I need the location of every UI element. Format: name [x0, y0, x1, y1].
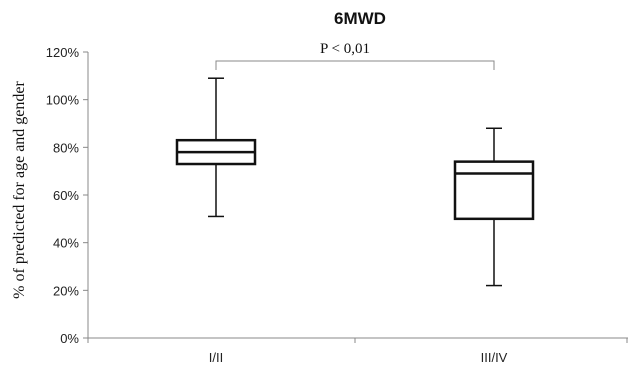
y-tick-label: 100% — [46, 93, 80, 108]
y-tick-label: 40% — [53, 236, 79, 251]
y-tick-label: 120% — [46, 45, 80, 60]
x-category-label: I/II — [209, 350, 223, 365]
iqr-box — [453, 160, 535, 221]
annotation-label-bg — [303, 38, 387, 60]
annotation-bracket — [215, 60, 495, 70]
boxes — [175, 77, 535, 287]
x-categories: I/II III/IV — [209, 350, 508, 365]
chart-title: 6MWD — [334, 9, 386, 28]
y-axis-label: % of predicted for age and gender — [11, 80, 28, 298]
x-category-label: III/IV — [481, 350, 508, 365]
y-tick-label: 80% — [53, 140, 79, 155]
annotation-label: P < 0,01 — [320, 41, 370, 57]
y-tick-label: 60% — [53, 188, 79, 203]
axes — [87, 52, 628, 339]
box-1 — [175, 77, 257, 218]
y-tick-label: 0% — [60, 331, 79, 346]
significance-annotation: P < 0,01 — [215, 38, 495, 70]
box-2 — [453, 127, 535, 287]
y-ticks: 0% 20% 40% 60% 80% 100% 120% — [46, 45, 628, 346]
y-tick-label: 20% — [53, 283, 79, 298]
